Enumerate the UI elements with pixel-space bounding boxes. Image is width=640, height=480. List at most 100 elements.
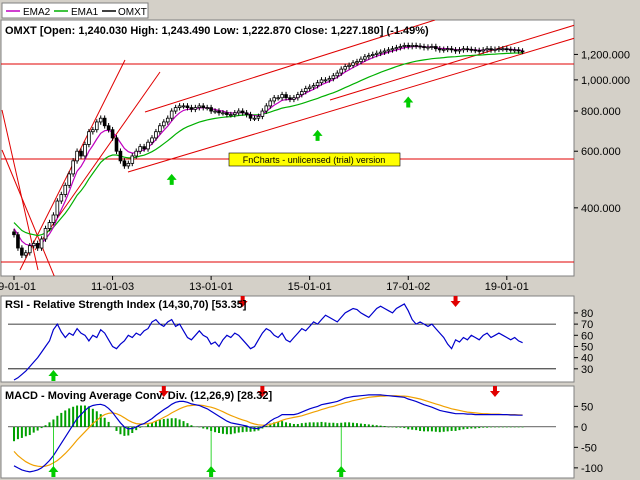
candle bbox=[252, 115, 257, 122]
candle bbox=[35, 240, 40, 251]
macd-histogram-bar bbox=[423, 426, 426, 432]
candle bbox=[398, 43, 403, 51]
macd-histogram-bar bbox=[288, 423, 291, 427]
candle bbox=[162, 119, 166, 129]
candle bbox=[501, 45, 505, 52]
macd-y-tick-label: -50 bbox=[581, 442, 597, 454]
macd-histogram-bar bbox=[292, 423, 295, 427]
macd-histogram-bar bbox=[154, 421, 157, 427]
candle bbox=[150, 135, 154, 146]
rsi-y-tick-label: 70 bbox=[581, 319, 593, 331]
macd-histogram-bar bbox=[470, 426, 473, 429]
macd-histogram-bar bbox=[324, 422, 327, 427]
candle bbox=[138, 143, 142, 155]
macd-histogram-bar bbox=[474, 426, 477, 429]
macd-markers bbox=[48, 386, 500, 477]
macd-histogram-bar bbox=[60, 412, 63, 427]
macd-histogram-bar bbox=[56, 415, 59, 427]
macd-histogram-bar bbox=[513, 426, 516, 428]
macd-histogram-bar bbox=[233, 426, 236, 434]
macd-series bbox=[13, 394, 523, 473]
macd-title: MACD - Moving Average Conv. Div. (12,26,… bbox=[5, 390, 272, 402]
candle bbox=[319, 77, 324, 86]
candle bbox=[481, 47, 485, 54]
candle bbox=[465, 45, 470, 53]
macd-histogram-bar bbox=[415, 426, 418, 431]
macd-histogram-bar bbox=[434, 426, 437, 432]
macd-histogram-bar bbox=[147, 424, 150, 427]
macd-histogram-bar bbox=[123, 426, 126, 436]
macd-histogram-bar bbox=[320, 421, 323, 427]
macd-histogram-bar bbox=[344, 422, 347, 427]
candle bbox=[355, 58, 359, 66]
macd-signal-series bbox=[13, 395, 523, 468]
macd-histogram-bar bbox=[99, 414, 102, 427]
candle bbox=[110, 126, 115, 141]
candle bbox=[410, 42, 414, 50]
candle bbox=[292, 94, 296, 103]
buy-arrow-icon bbox=[336, 466, 347, 477]
macd-histogram-bar bbox=[269, 423, 272, 427]
candle bbox=[59, 191, 64, 204]
watermark-text: FnCharts - unlicensed (trial) version bbox=[243, 155, 386, 165]
price-y-tick-label: 1,000.000 bbox=[581, 75, 630, 87]
macd-histogram-bar bbox=[249, 426, 252, 432]
candle bbox=[71, 158, 75, 177]
candle bbox=[453, 47, 458, 54]
macd-signal-line bbox=[13, 395, 523, 468]
candle bbox=[158, 122, 162, 135]
candle bbox=[31, 240, 36, 249]
price-y-tick-label: 400.000 bbox=[581, 203, 621, 215]
macd-histogram-bar bbox=[245, 426, 248, 432]
macd-histogram-bar bbox=[24, 426, 27, 437]
macd-histogram-bar bbox=[52, 419, 55, 427]
candle bbox=[512, 47, 517, 53]
candle bbox=[232, 110, 237, 118]
buy-arrow-icon bbox=[206, 466, 217, 477]
macd-histogram-bar bbox=[253, 426, 256, 432]
candle bbox=[323, 77, 328, 83]
macd-histogram-bar bbox=[16, 426, 19, 440]
candle bbox=[217, 108, 221, 116]
candle bbox=[154, 128, 158, 141]
macd-histogram-bar bbox=[107, 421, 110, 427]
price-header: OMXT [Open: 1,240.030 High: 1,243.490 Lo… bbox=[5, 25, 429, 37]
macd-histogram-bar bbox=[371, 424, 374, 427]
rsi-y-tick-label: 40 bbox=[581, 353, 593, 365]
candle bbox=[426, 44, 430, 51]
candle bbox=[343, 63, 347, 72]
trendline-7 bbox=[329, 24, 574, 101]
candle bbox=[106, 122, 111, 133]
candle bbox=[520, 48, 525, 55]
macd-histogram-bar bbox=[399, 426, 402, 428]
candle bbox=[87, 128, 91, 148]
macd-histogram-bar bbox=[348, 422, 351, 427]
macd-histogram-bar bbox=[265, 426, 268, 427]
rsi-markers bbox=[48, 296, 461, 381]
buy-arrow-icon bbox=[312, 129, 323, 141]
candle bbox=[67, 171, 71, 189]
macd-histogram-bar bbox=[517, 426, 520, 428]
rsi-line bbox=[13, 303, 523, 381]
macd-histogram-bar bbox=[438, 426, 441, 433]
candle bbox=[114, 135, 119, 155]
macd-histogram-bar bbox=[182, 421, 185, 427]
macd-histogram-bar bbox=[36, 426, 39, 431]
macd-histogram-bar bbox=[407, 426, 410, 430]
macd-histogram-bar bbox=[462, 426, 465, 430]
candle bbox=[173, 104, 178, 114]
candle bbox=[422, 43, 426, 51]
candle bbox=[331, 72, 336, 82]
macd-y-tick-label: -100 bbox=[581, 463, 603, 475]
macd-histogram-bar bbox=[505, 426, 508, 428]
macd-histogram-bar bbox=[261, 426, 264, 429]
candle bbox=[327, 75, 332, 83]
candle bbox=[209, 104, 213, 114]
macd-histogram-bar bbox=[206, 426, 209, 430]
rsi-y-tick-label: 80 bbox=[581, 308, 593, 320]
macd-histogram-bar bbox=[367, 424, 370, 427]
macd-histogram-bar bbox=[178, 419, 181, 427]
macd-histogram-bar bbox=[198, 426, 201, 428]
rsi-levels bbox=[8, 323, 556, 370]
